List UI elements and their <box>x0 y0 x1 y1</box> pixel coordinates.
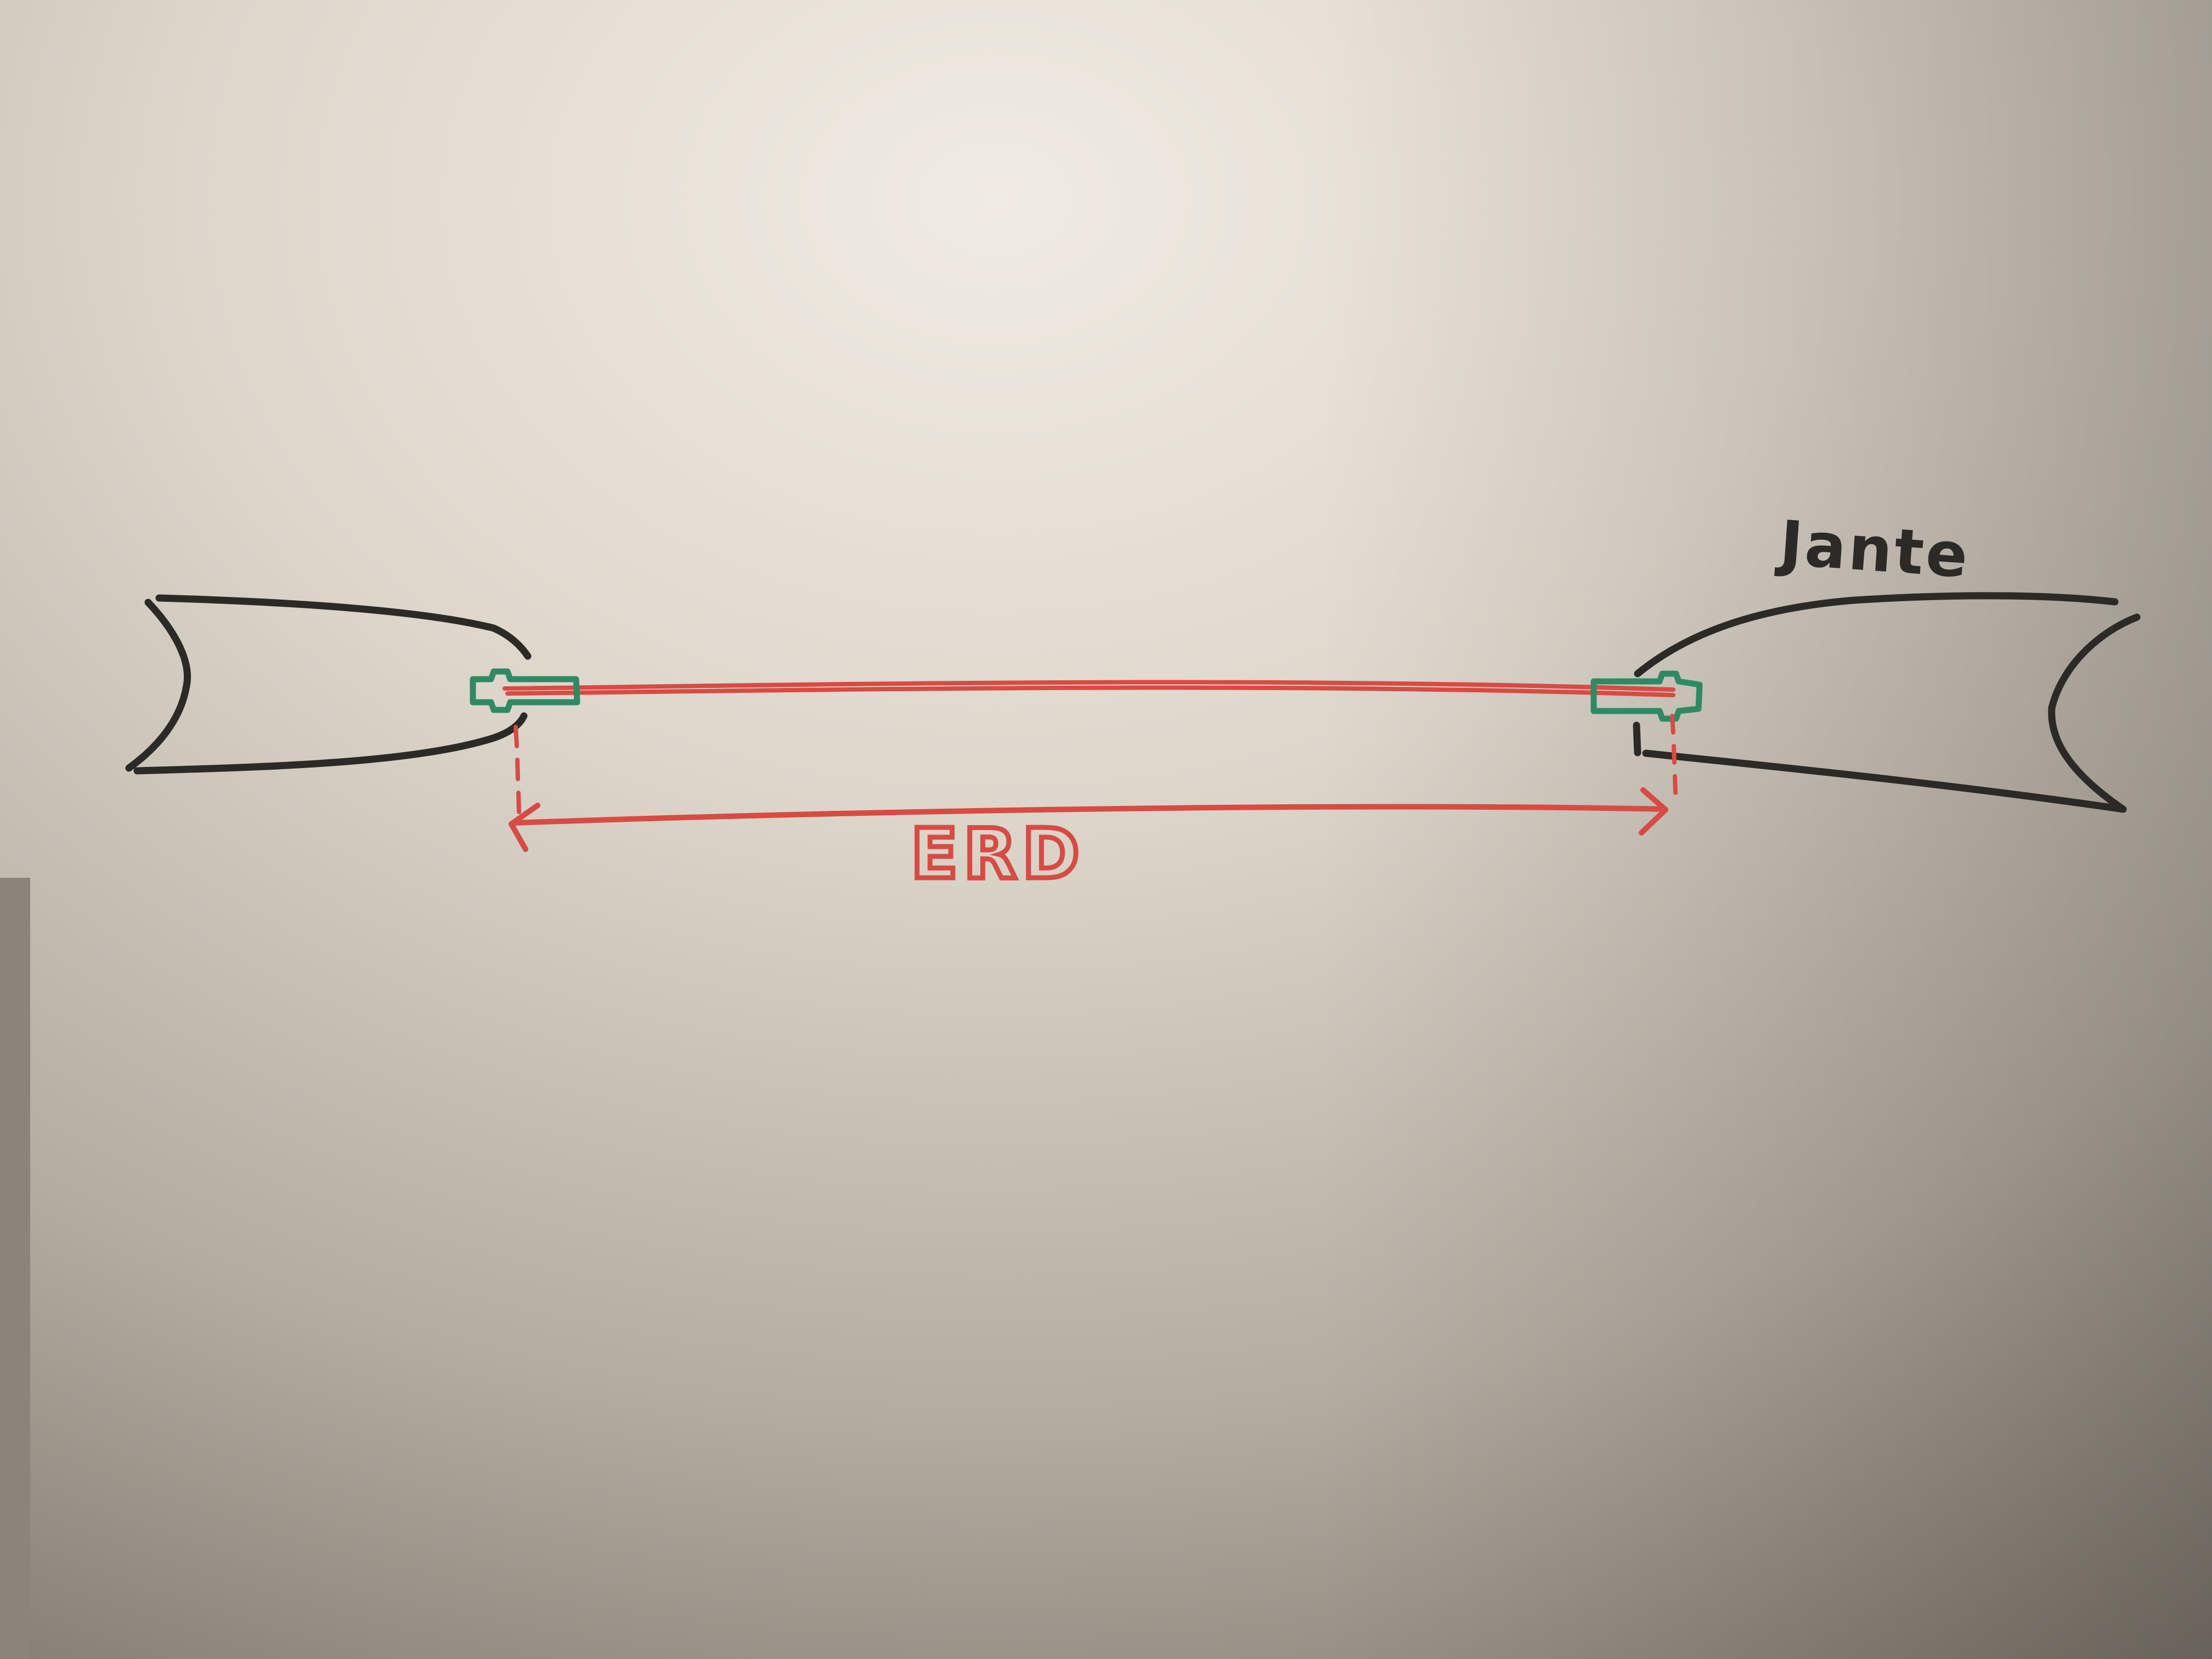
left-nipple <box>470 668 580 713</box>
erd-guides <box>514 714 1678 814</box>
right-nipple <box>1590 670 1703 722</box>
right-rim-section <box>1633 592 2141 813</box>
board-shade <box>1317 0 2212 1659</box>
erd-label: ERD <box>911 814 1085 894</box>
left-rim-section <box>125 594 532 775</box>
spoke <box>503 680 1675 697</box>
board-frame-edge <box>0 878 30 1659</box>
erd-arrow <box>509 787 1668 852</box>
rim-label: Jante <box>1774 507 1972 592</box>
